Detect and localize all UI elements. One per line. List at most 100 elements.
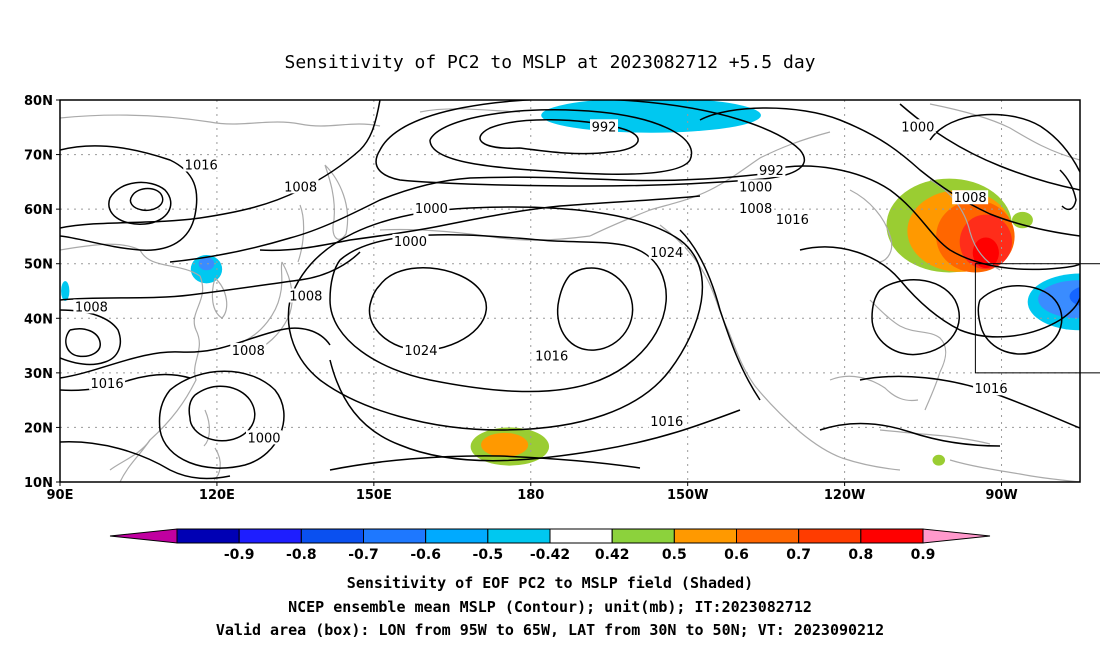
contour-992-outer xyxy=(429,109,693,175)
contour-label-background xyxy=(737,179,774,194)
coastline-sakhalin xyxy=(297,204,305,263)
colorbar-level-label: -0.6 xyxy=(410,547,441,563)
contour-label: 1024 xyxy=(404,344,437,359)
sensitivity-shade-blob xyxy=(1038,280,1080,319)
contour-label-background xyxy=(757,162,786,177)
contour-label: 992 xyxy=(592,120,617,135)
contour-1016-tropics xyxy=(329,455,641,471)
contour-1016-atlantic-high xyxy=(977,285,1063,355)
colorbar-segment xyxy=(238,528,302,544)
contour-1016-southeast xyxy=(329,359,741,462)
contour-label-background xyxy=(899,119,936,134)
contour-1000-trough xyxy=(188,385,256,442)
coastline-kamchatka xyxy=(324,164,349,240)
longitude-tick-label: 120E xyxy=(199,488,235,503)
contour-label: 992 xyxy=(759,164,784,179)
contour-label-background xyxy=(402,343,439,358)
coastline-gulf-of-mexico xyxy=(829,375,919,402)
contour-label: 1008 xyxy=(739,202,772,217)
colorbar-low-extend xyxy=(109,528,178,544)
coastline-caribbean xyxy=(879,429,991,445)
sensitivity-shade-blob xyxy=(481,432,529,457)
contour-1024-envelope xyxy=(329,234,667,393)
sensitivity-shade-blob xyxy=(1012,211,1033,229)
longitude-tick-label: 90W xyxy=(985,488,1017,503)
colorbar-segment xyxy=(300,528,365,544)
contour-label-layer: 1016100810001000100810081008101610009929… xyxy=(73,119,1100,446)
sensitivity-shade-blob xyxy=(972,237,999,269)
contour-1008-band xyxy=(60,100,381,229)
contour-label: 1008 xyxy=(289,289,322,304)
contour-1008-china xyxy=(60,327,331,379)
coastline-hudson-bay xyxy=(849,189,893,263)
contour-label-background xyxy=(737,201,774,216)
colorbar-level-label: -0.42 xyxy=(530,547,570,563)
coastline-indochina xyxy=(119,439,151,482)
coastline-siberia xyxy=(60,114,381,127)
contour-label-background xyxy=(287,288,324,303)
contour-1024-high-west xyxy=(368,267,487,352)
contour-1024-high-east xyxy=(556,267,634,351)
contour-label-background xyxy=(413,201,450,216)
colorbar-level-label: 0.5 xyxy=(662,547,687,563)
contour-1000-low-siberia xyxy=(129,187,164,212)
latitude-tick-label: 50N xyxy=(24,258,53,273)
colorbar-level-label: 0.42 xyxy=(595,547,630,563)
colorbar-level-label: 0.9 xyxy=(911,547,936,563)
contour-label-background xyxy=(774,212,811,227)
coastline-aleutians xyxy=(379,228,591,241)
sensitivity-shade-blob xyxy=(61,281,70,301)
contour-1008-east xyxy=(769,165,1080,271)
latitude-tick-label: 40N xyxy=(24,312,53,327)
contour-1000-outer xyxy=(375,100,806,187)
valid-area-box xyxy=(974,263,1100,374)
colorbar-segment xyxy=(549,528,613,544)
contour-1008-low-siberia xyxy=(108,181,172,225)
contour-label-background xyxy=(183,157,220,172)
colorbar-segment xyxy=(425,528,489,544)
coastline-layer xyxy=(60,103,1080,482)
contour-1000-greenland xyxy=(699,107,1080,237)
contour-label-background xyxy=(952,190,989,205)
contour-1008-trough xyxy=(158,370,285,469)
contour-label-background xyxy=(590,119,618,134)
contour-label-background xyxy=(648,413,685,428)
contour-1016-caribbean xyxy=(819,422,1001,447)
latitude-tick-label: 70N xyxy=(24,149,53,164)
colorbar-level-label: 0.6 xyxy=(724,547,749,563)
coastline-greenland xyxy=(929,103,1080,161)
coastline-north-america-east xyxy=(869,299,947,411)
colorbar-segment xyxy=(176,528,240,544)
contour-label-background xyxy=(533,348,570,363)
colorbar-segment xyxy=(611,528,675,544)
colorbar-high-extend xyxy=(922,528,991,544)
contour-1008-west-low xyxy=(60,309,122,366)
colorbar-segment xyxy=(363,528,427,544)
footer-line-1: Sensitivity of EOF PC2 to MSLP field (Sh… xyxy=(347,574,753,592)
contour-label: 1024 xyxy=(650,246,683,261)
contour-label-background xyxy=(89,375,126,390)
contour-label-background xyxy=(973,381,1010,396)
longitude-tick-label: 180 xyxy=(517,488,544,503)
latitude-tick-label: 30N xyxy=(24,367,53,382)
footer-line-2: NCEP ensemble mean MSLP (Contour); unit(… xyxy=(288,598,812,616)
contour-label: 1000 xyxy=(247,431,280,446)
colorbar-segment xyxy=(673,528,737,544)
colorbar-level-label: 0.7 xyxy=(786,547,811,563)
colorbar-segment xyxy=(736,528,800,544)
colorbar-level-label: -0.5 xyxy=(473,547,504,563)
contour-label: 1008 xyxy=(75,300,108,315)
contour-1016-south-china xyxy=(60,441,231,480)
contour-label: 1008 xyxy=(954,191,987,206)
contour-label: 1016 xyxy=(776,213,809,228)
contour-label-background xyxy=(246,430,282,445)
coastline-south-america xyxy=(949,459,1080,482)
figure-title: Sensitivity of PC2 to MSLP at 2023082712… xyxy=(284,52,815,73)
contour-label-background xyxy=(648,244,685,259)
contour-label: 1008 xyxy=(232,344,265,359)
contour-992-low-arctic xyxy=(479,119,639,155)
contour-label-background xyxy=(282,179,319,194)
colorbar-segment xyxy=(798,528,862,544)
colorbar-segment xyxy=(860,528,924,544)
